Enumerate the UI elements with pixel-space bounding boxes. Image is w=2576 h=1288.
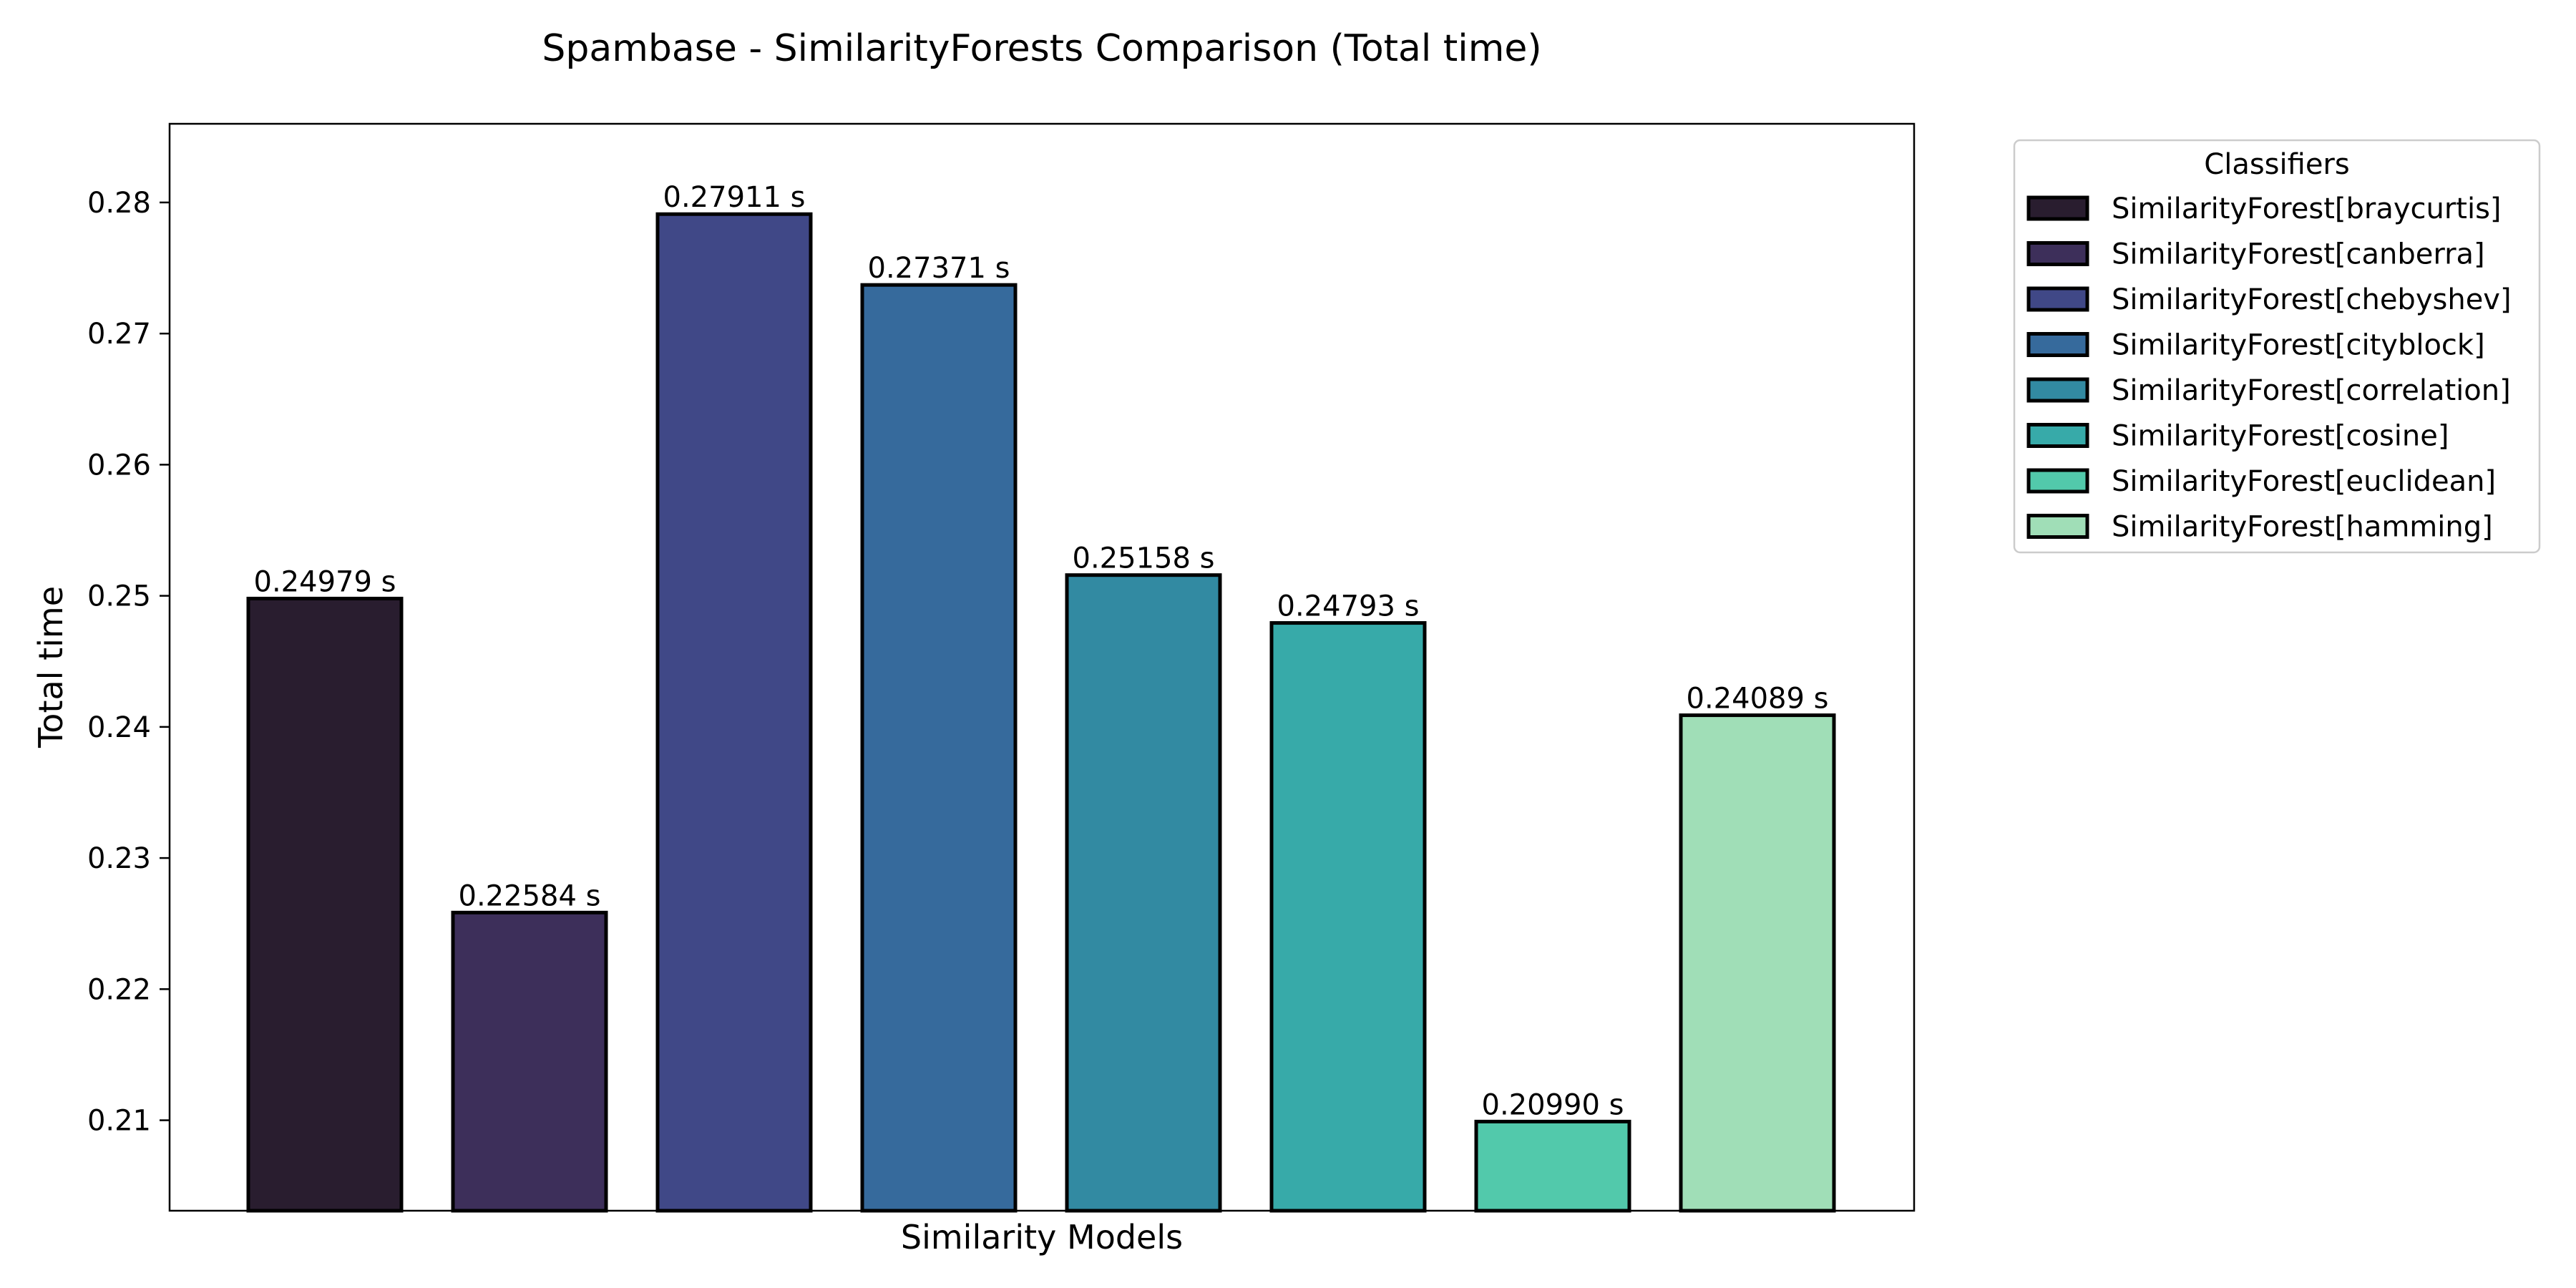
plot-area-frame (168, 122, 1916, 1212)
bar-value-label: 0.22584 s (459, 879, 601, 912)
legend-label: SimilarityForest[cosine] (2112, 420, 2449, 453)
bar-value-label: 0.24793 s (1277, 590, 1420, 623)
legend-swatch (2026, 514, 2089, 539)
y-tick-label: 0.26 (87, 449, 151, 482)
y-tick-label: 0.23 (87, 842, 151, 875)
y-tick-label: 0.28 (87, 187, 151, 220)
legend-label: SimilarityForest[cityblock] (2112, 329, 2485, 362)
bar-3 (655, 212, 813, 1213)
legend-swatch (2026, 377, 2089, 403)
bar-1 (246, 596, 404, 1213)
y-tick-label: 0.25 (87, 580, 151, 613)
bar-value-label: 0.24089 s (1687, 683, 1829, 716)
legend-label: SimilarityForest[euclidean] (2112, 465, 2496, 498)
bar-value-label: 0.27371 s (868, 252, 1010, 285)
bar-value-label: 0.20990 s (1482, 1088, 1624, 1121)
legend-label: SimilarityForest[braycurtis] (2112, 192, 2502, 225)
value-labels-layer: 0.24979 s 0.22584 s 0.27911 s 0.27371 s 0.25… (254, 181, 1829, 1121)
legend-swatch (2026, 286, 2089, 312)
legend-swatch (2026, 332, 2089, 357)
chart-title: Spambase - SimilarityForests Comparison … (542, 27, 1541, 70)
bar-2 (451, 910, 608, 1213)
x-axis-label: Similarity Models (901, 1218, 1183, 1257)
y-tick-label: 0.24 (87, 711, 151, 744)
y-tick-label: 0.27 (87, 318, 151, 351)
legend-swatch (2026, 423, 2089, 448)
y-tick-label: 0.22 (87, 973, 151, 1006)
legend-label: SimilarityForest[hamming] (2112, 511, 2493, 544)
legend-swatch (2026, 468, 2089, 494)
legend-frame (2013, 139, 2541, 554)
y-tick-label: 0.21 (87, 1105, 151, 1138)
bar-5 (1065, 573, 1222, 1213)
legend-items: SimilarityForest[braycurtis] SimilarityFo… (2026, 192, 2512, 544)
legend-swatch (2026, 195, 2089, 221)
legend-label: SimilarityForest[canberra] (2112, 238, 2485, 271)
legend-title: Classifiers (2204, 148, 2349, 181)
bars-layer (246, 212, 1836, 1213)
bar-value-label: 0.24979 s (254, 565, 396, 598)
bar-6 (1269, 621, 1427, 1213)
legend-label: SimilarityForest[correlation] (2112, 374, 2511, 407)
legend: Classifiers SimilarityForest[braycurtis]… (2013, 139, 2541, 554)
bar-value-label: 0.25158 s (1073, 542, 1215, 575)
legend-label: SimilarityForest[chebyshev] (2112, 283, 2512, 316)
bar-8 (1679, 713, 1836, 1213)
bar-4 (860, 283, 1018, 1213)
bar-value-label: 0.27911 s (663, 181, 806, 214)
legend-swatch (2026, 241, 2089, 266)
bar-7 (1474, 1119, 1631, 1213)
y-axis-label: Total time (31, 586, 70, 748)
y-axis: 0.21 0.22 0.23 0.24 0.25 0.26 0.27 0.28 (87, 187, 170, 1138)
